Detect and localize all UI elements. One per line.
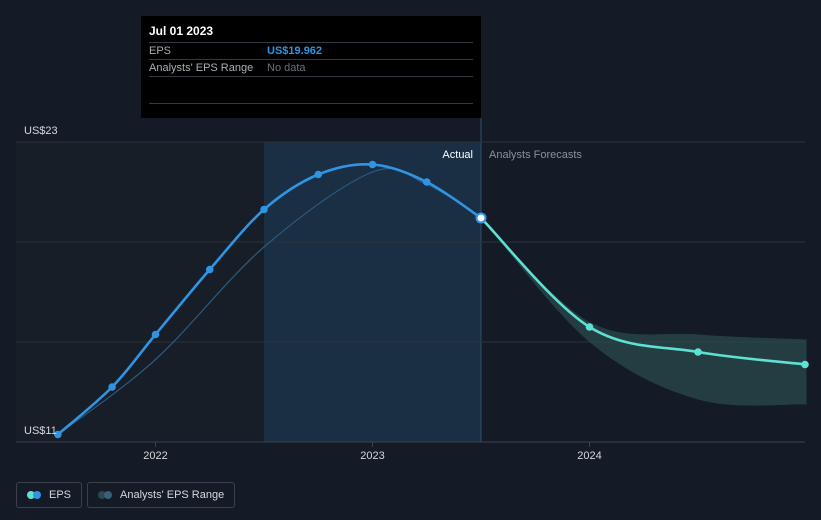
eps-point-1 xyxy=(108,383,116,391)
forecast-point-3 xyxy=(801,360,809,369)
eps-point-8 xyxy=(475,212,487,224)
tooltip-date: Jul 01 2023 xyxy=(149,16,473,43)
tooltip-range-label: Analysts' EPS Range xyxy=(149,62,254,74)
eps-point-6 xyxy=(368,160,377,169)
tooltip-range-value: No data xyxy=(267,62,306,74)
eps-tooltip: Jul 01 2023 EPS US$19.962 Analysts' EPS … xyxy=(141,16,481,118)
forecast-label: Analysts Forecasts xyxy=(489,149,582,161)
legend-eps-button[interactable]: EPS xyxy=(16,482,83,508)
eps-point-2 xyxy=(151,330,160,339)
x-tick-label-2023: 2023 xyxy=(360,450,384,462)
legend-eps-label: EPS xyxy=(49,489,72,501)
y-tick-label-top: US$23 xyxy=(24,125,58,137)
eps-point-5 xyxy=(314,170,323,179)
tooltip-eps-value: US$19.962 xyxy=(267,45,323,57)
eps-forecast-line xyxy=(480,217,807,366)
tooltip-eps-label: EPS xyxy=(149,45,172,57)
forecast-point-2 xyxy=(694,348,702,356)
tooltip-eps-row: EPS US$19.962 xyxy=(149,43,473,60)
eps-point-3 xyxy=(205,265,214,274)
range-legend-icon xyxy=(98,491,112,499)
legend-range-button[interactable]: Analysts' EPS Range xyxy=(87,482,236,508)
forecast-point-1 xyxy=(585,323,594,331)
x-tick-label-2024: 2024 xyxy=(577,450,601,462)
eps-point-0 xyxy=(54,430,62,439)
eps-line xyxy=(56,162,482,436)
eps-legend-icon xyxy=(27,491,41,499)
forecast-range-band xyxy=(481,217,807,406)
past-region xyxy=(16,142,264,442)
legend-range-label: Analysts' EPS Range xyxy=(120,489,225,501)
eps-point-7 xyxy=(422,178,431,186)
actual-label: Actual xyxy=(442,149,473,161)
x-tick-label-2022: 2022 xyxy=(143,450,167,462)
tooltip-spacer xyxy=(149,77,473,104)
eps-point-4 xyxy=(260,205,268,214)
y-tick-label-bottom: US$11 xyxy=(24,425,57,437)
tooltip-range-row: Analysts' EPS Range No data xyxy=(149,60,473,77)
